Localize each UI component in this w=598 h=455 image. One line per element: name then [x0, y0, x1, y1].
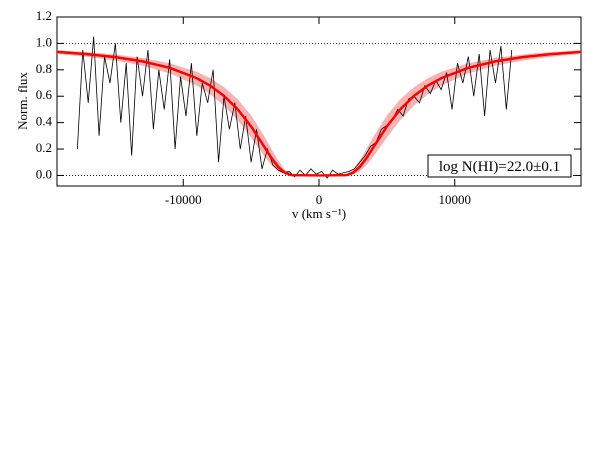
plot-area: [57, 36, 581, 179]
spectrum-line: [76, 36, 513, 179]
y-tick-label: 0.4: [36, 114, 53, 129]
x-tick-label: -10000: [165, 192, 202, 207]
x-axis-label: v (km s⁻¹): [292, 206, 346, 221]
y-tick-label: 1.2: [36, 8, 52, 23]
uncertainty-band: [57, 50, 581, 176]
model-line: [57, 50, 581, 177]
annotation-box: [427, 154, 572, 178]
y-tick-label: 1.0: [36, 34, 52, 49]
y-tick-label: 0.0: [36, 166, 52, 181]
y-axis-label: Norm. flux: [15, 72, 30, 130]
x-tick-label: 10000: [439, 192, 472, 207]
annotation: log N(HI)=22.0±0.1: [439, 159, 560, 175]
y-tick-label: 0.8: [36, 61, 52, 76]
x-tick-label: 0: [316, 192, 323, 207]
y-tick-label: 0.6: [36, 87, 53, 102]
y-tick-label: 0.2: [36, 140, 52, 155]
